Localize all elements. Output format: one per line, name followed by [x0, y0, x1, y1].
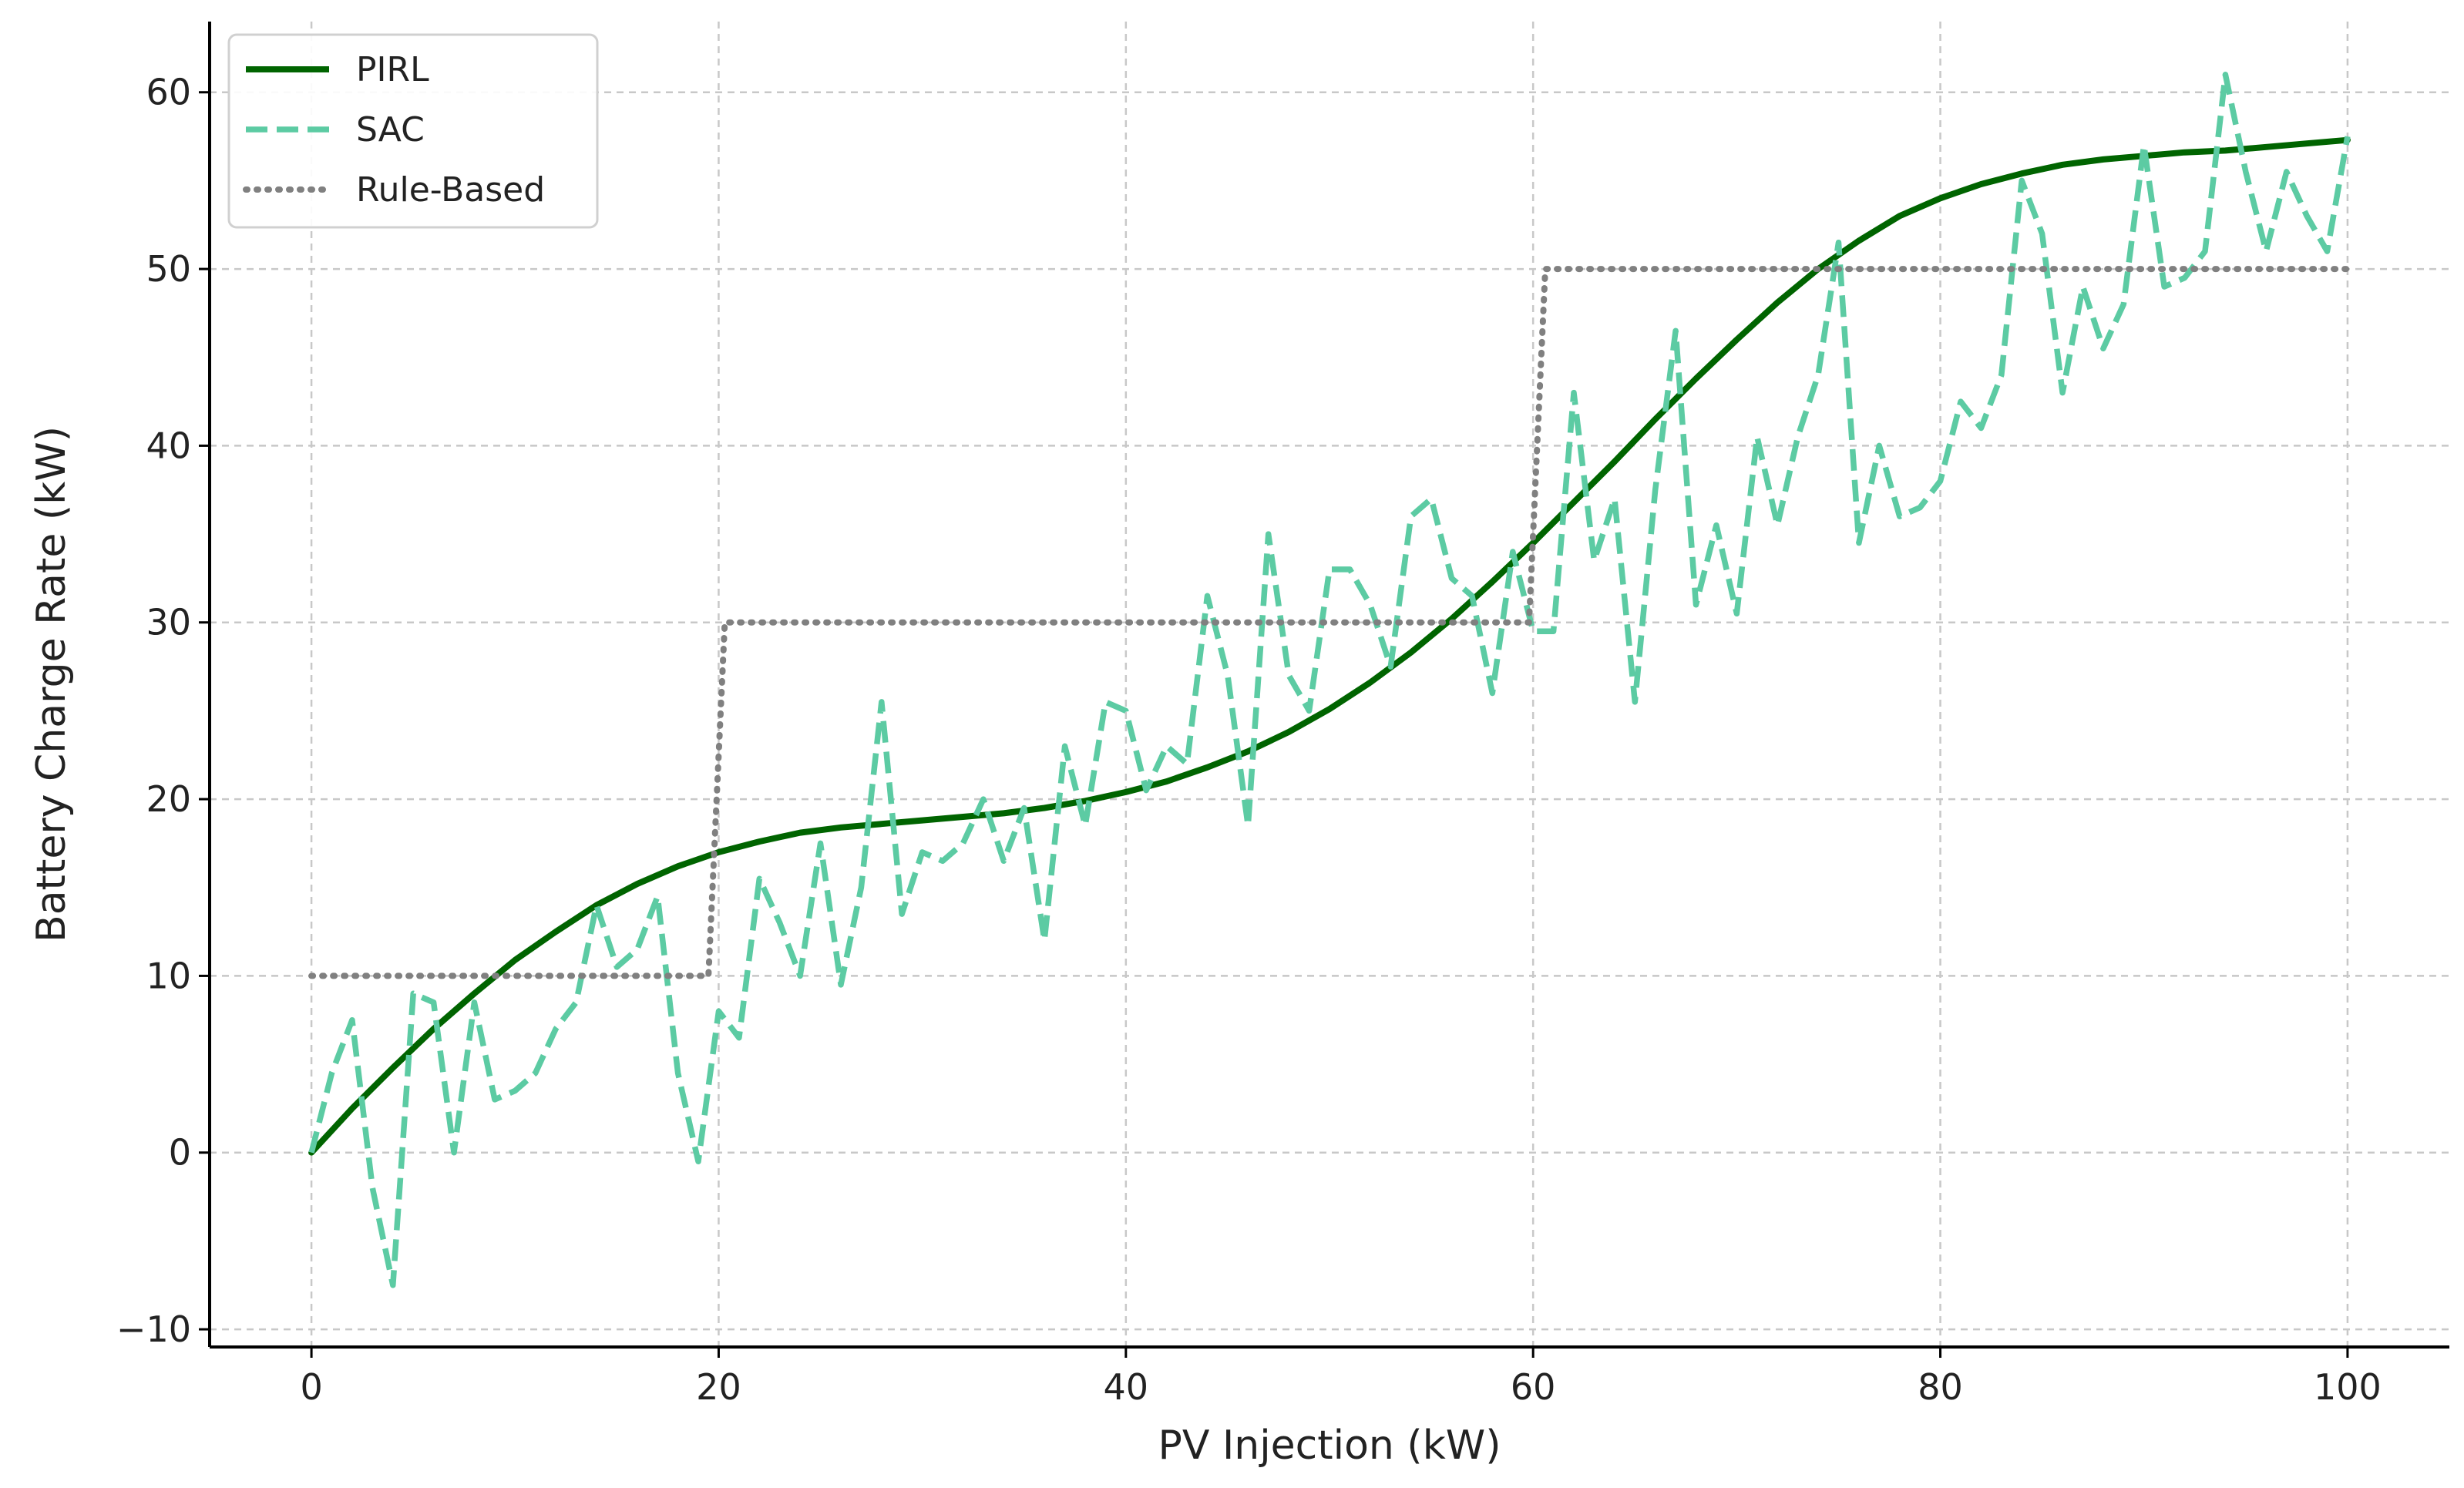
- axes: [208, 22, 2449, 1349]
- series-line-rule-based: [308, 266, 2351, 979]
- series-line-sac: [308, 72, 2351, 1288]
- x-tick-label: 100: [2314, 1366, 2382, 1408]
- x-tick-label: 60: [1511, 1366, 1556, 1408]
- x-tick-label: 40: [1104, 1366, 1149, 1408]
- y-tick-label: 30: [146, 602, 191, 643]
- y-axis-label: Battery Charge Rate (kW): [29, 426, 75, 942]
- legend-label-sac: SAC: [356, 110, 425, 149]
- y-tick-label: 60: [146, 72, 191, 113]
- legend: PIRL SAC Rule-Based: [227, 33, 599, 229]
- x-tick-label: 20: [696, 1366, 741, 1408]
- ticks: 0 20 40 60 80 100 −10 0 10 20 30 40 50 60: [116, 72, 2382, 1408]
- y-tick-label: 40: [146, 425, 191, 466]
- legend-box: [227, 33, 599, 229]
- y-tick-label: 20: [146, 778, 191, 820]
- y-tick-label: −10: [116, 1308, 191, 1350]
- y-tick-label: 0: [169, 1132, 191, 1174]
- legend-label-pirl: PIRL: [356, 50, 429, 89]
- series-line-pirl: [308, 136, 2351, 1156]
- legend-label-rule-based: Rule-Based: [356, 170, 545, 210]
- x-tick-label: 80: [1918, 1366, 1963, 1408]
- y-tick-label: 10: [146, 955, 191, 996]
- y-tick-label: 50: [146, 248, 191, 290]
- x-axis-label: PV Injection (kW): [1158, 1423, 1501, 1469]
- x-tick-label: 0: [300, 1366, 322, 1408]
- series-layer: [308, 72, 2351, 1288]
